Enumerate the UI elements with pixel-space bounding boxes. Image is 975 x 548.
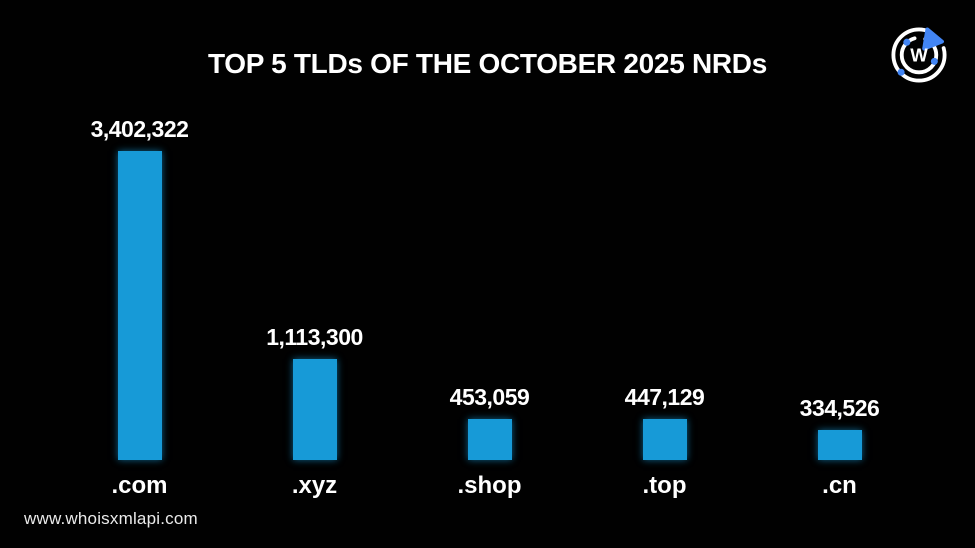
bar-cn (817, 430, 862, 460)
bar-xyz (292, 359, 337, 460)
bar-com (117, 151, 162, 460)
category-label: .shop (457, 472, 522, 499)
bar-shop (467, 419, 512, 460)
bar-group-shop: 453,059 .shop (402, 110, 577, 499)
bar-group-cn: 334,526 .cn (752, 110, 927, 499)
bar-group-xyz: 1,113,300 .xyz (227, 110, 402, 499)
logo-outer-ring (891, 27, 947, 83)
bar-top (642, 419, 687, 460)
bar-value-label: 3,402,322 (90, 116, 189, 142)
bar-value-label: 447,129 (624, 384, 705, 410)
category-label: .top (642, 472, 687, 499)
logo-dot-lower-left (897, 68, 905, 76)
logo-dot-right (930, 57, 938, 65)
bar-value-label: 334,526 (799, 395, 880, 421)
category-label: .com (111, 472, 168, 499)
logo-letter: W (910, 44, 928, 65)
bar-value-label: 1,113,300 (266, 324, 363, 350)
bar-group-com: 3,402,322 .com (52, 110, 227, 499)
radar-wedge-icon (922, 27, 944, 51)
bar-group-top: 447,129 .top (577, 110, 752, 499)
category-label: .cn (822, 472, 857, 499)
logo-inner-ring (899, 35, 939, 75)
chart-title: TOP 5 TLDs OF THE OCTOBER 2025 NRDs (208, 48, 767, 79)
category-label: .xyz (291, 472, 338, 499)
whoisxmlapi-logo: W (891, 27, 947, 83)
bar-value-label: 453,059 (449, 384, 530, 410)
logo-dot-upper-left (903, 38, 911, 46)
bar-chart: 3,402,322 .com 1,113,300 .xyz 453,059 .shop 44… (52, 110, 927, 499)
website-watermark: www.whoisxmlapi.com (24, 509, 198, 528)
